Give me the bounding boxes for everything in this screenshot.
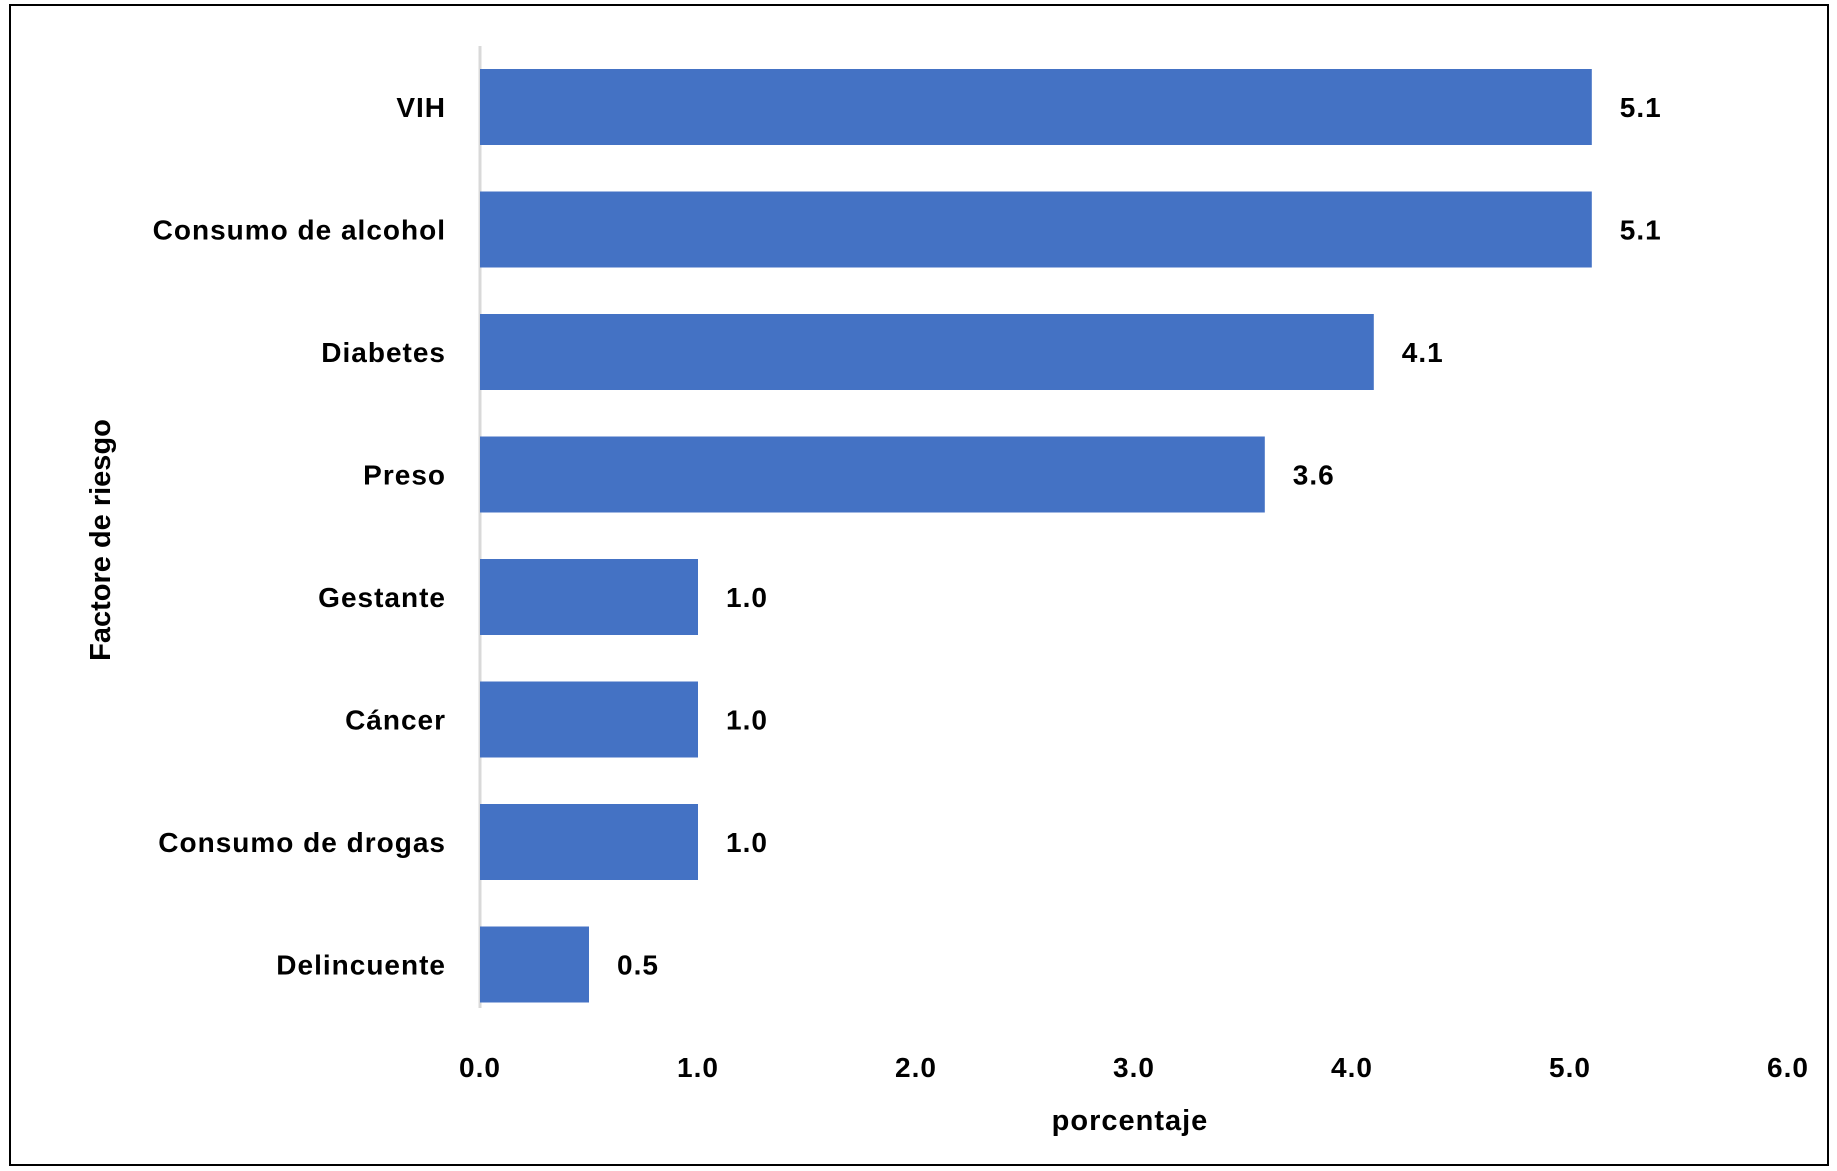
bar bbox=[480, 559, 698, 635]
category-labels: VIH Consumo de alcohol Diabetes Preso Gestan… bbox=[153, 92, 446, 981]
x-axis-title: porcentaje bbox=[1052, 1105, 1209, 1137]
data-label: 1.0 bbox=[726, 827, 768, 858]
bar bbox=[480, 69, 1592, 145]
value-labels: 5.1 5.1 4.1 3.6 1.0 1.0 1.0 0.5 bbox=[617, 92, 1662, 981]
data-label: 5.1 bbox=[1620, 92, 1662, 123]
category-label: Preso bbox=[363, 460, 446, 491]
category-label: Delincuente bbox=[276, 950, 446, 981]
x-tick-label: 4.0 bbox=[1331, 1052, 1373, 1083]
bar bbox=[480, 926, 589, 1003]
data-label: 5.1 bbox=[1620, 215, 1662, 246]
category-label: Consumo de alcohol bbox=[153, 215, 446, 246]
x-tick-label: 0.0 bbox=[459, 1052, 501, 1083]
x-tick-label: 3.0 bbox=[1113, 1052, 1155, 1083]
bar bbox=[480, 436, 1265, 513]
bar bbox=[480, 681, 698, 758]
x-tick-labels: 0.0 1.0 2.0 3.0 4.0 5.0 6.0 bbox=[459, 1052, 1809, 1083]
bars bbox=[480, 69, 1592, 1003]
bar bbox=[480, 804, 698, 880]
x-tick-label: 2.0 bbox=[895, 1052, 937, 1083]
x-tick-label: 6.0 bbox=[1767, 1052, 1809, 1083]
bar-chart: VIH Consumo de alcohol Diabetes Preso Gestan… bbox=[85, 46, 1809, 1137]
x-tick-label: 5.0 bbox=[1549, 1052, 1591, 1083]
category-label: Gestante bbox=[318, 582, 446, 613]
data-label: 4.1 bbox=[1402, 337, 1444, 368]
y-axis-title: Factore de riesgo bbox=[85, 419, 117, 661]
category-label: Cáncer bbox=[345, 705, 446, 736]
data-label: 1.0 bbox=[726, 705, 768, 736]
chart-frame: VIH Consumo de alcohol Diabetes Preso Gestan… bbox=[9, 4, 1829, 1166]
category-label: Consumo de drogas bbox=[158, 827, 446, 858]
data-label: 3.6 bbox=[1293, 460, 1335, 491]
category-label: Diabetes bbox=[321, 337, 446, 368]
data-label: 0.5 bbox=[617, 950, 659, 981]
x-tick-label: 1.0 bbox=[677, 1052, 719, 1083]
bar bbox=[480, 191, 1592, 268]
data-label: 1.0 bbox=[726, 582, 768, 613]
category-label: VIH bbox=[396, 92, 446, 123]
bar bbox=[480, 314, 1374, 390]
